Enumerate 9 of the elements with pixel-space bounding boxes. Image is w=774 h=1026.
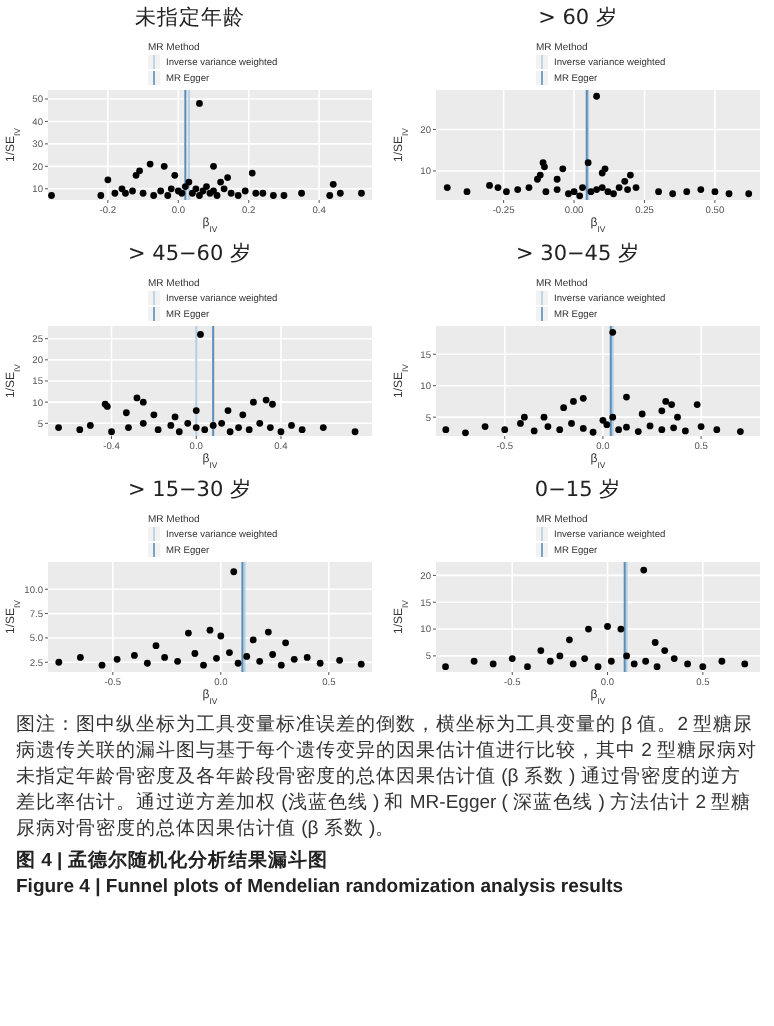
caption: 图 4 | 孟德尔随机化分析结果漏斗图 [16,848,330,874]
chart-title: 未指定年龄 [135,4,245,30]
chart-title: > 15−30 岁 [128,478,252,502]
text: 图注：图中纵坐标为工具变量标准误差的倒数，横坐标为工具变量的 β 值。2 型糖尿病遗传关联的漏斗图与基于每个遗传变异的因果估计值进行比较，其中 2 型糖尿病对未指定年龄骨密度及各年龄段骨密度的总体因果估计值 (β 系数 ) 通过骨密度的逆方差比率估计。通过逆方差加权 (浅蓝色线 ) 和 MR-Egger ( 深蓝色线 ) 方法估计 2 型糖尿病对骨密度的总体因果估计值 (β 系数 )。 [16,712,760,842]
caption: Figure 4 | Funnel plots of Mendelian randomization analysis results [16,874,626,900]
chart-title: 0−15 岁 [534,478,622,502]
chart-title: > 30−45 岁 [516,242,640,266]
chart-title: > 45−60 岁 [128,242,252,266]
chart-title: > 60 岁 [538,6,618,30]
